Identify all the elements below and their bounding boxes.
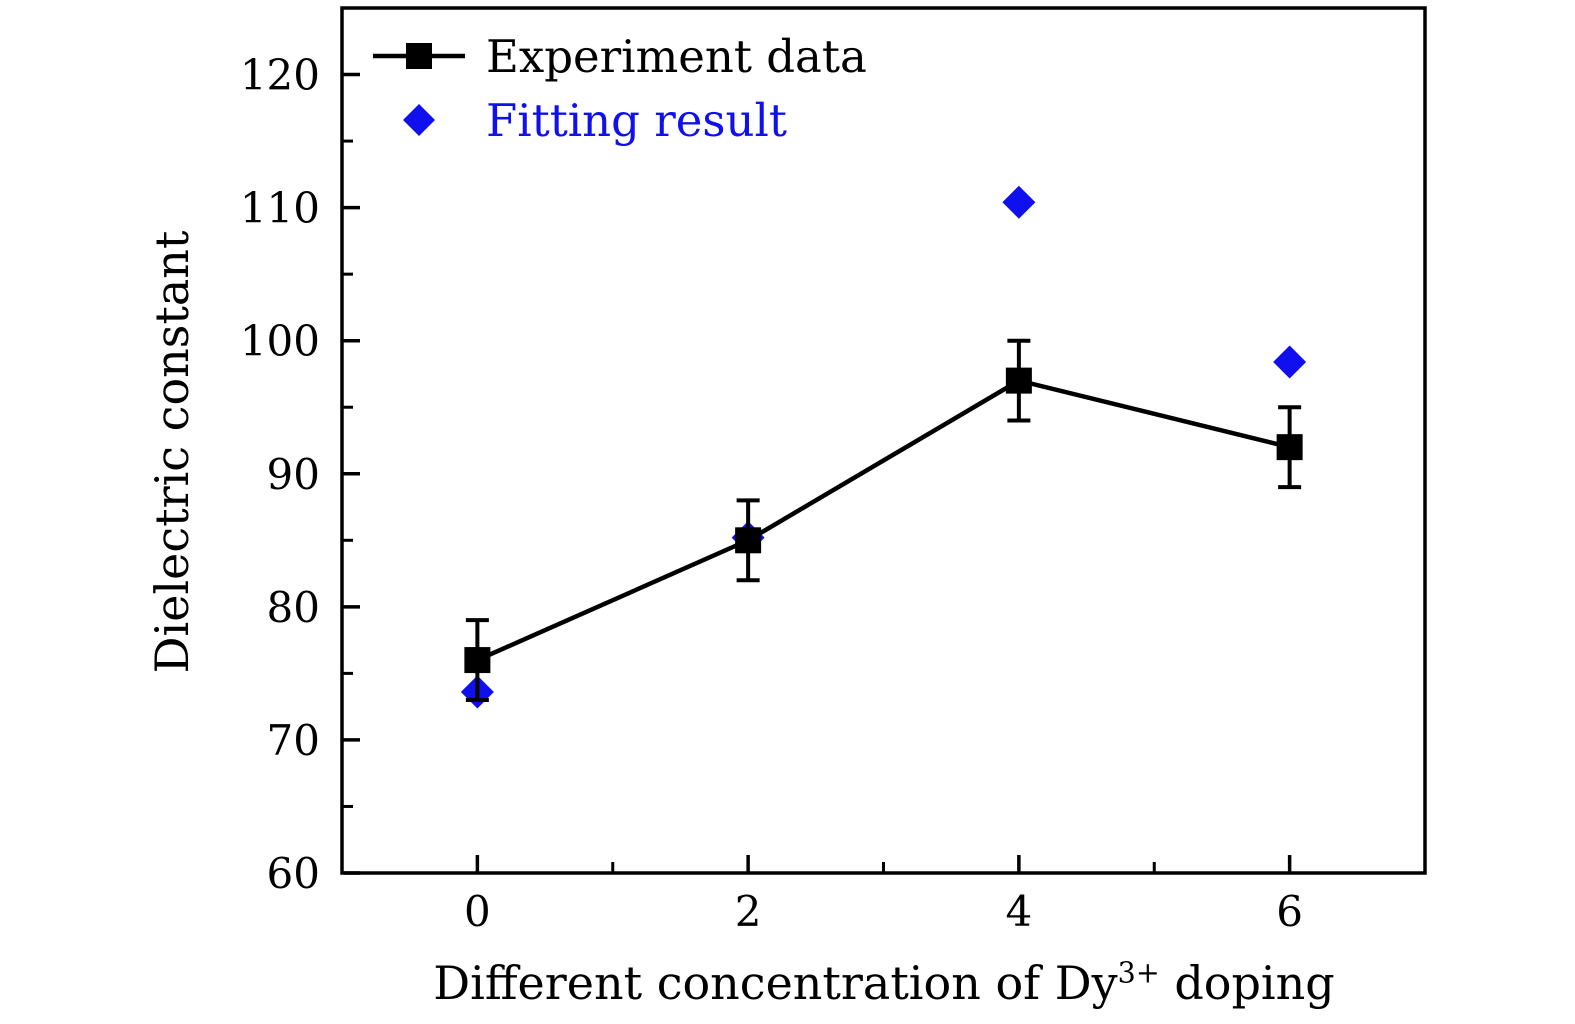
y-tick-label: 80 xyxy=(267,583,320,632)
experiment-point xyxy=(735,527,762,554)
y-tick-label: 120 xyxy=(240,51,320,100)
fitting-point xyxy=(1002,185,1036,219)
y-tick-label: 60 xyxy=(267,849,320,898)
legend: Experiment data Fitting result xyxy=(373,24,867,152)
experiment-point xyxy=(464,647,491,674)
x-tick-label: 0 xyxy=(464,887,491,936)
legend-label-fitting: Fitting result xyxy=(486,93,787,147)
fitting-diamond-marker-icon xyxy=(403,104,435,136)
x-axis-title-suffix: doping xyxy=(1159,956,1335,1010)
y-tick-label: 110 xyxy=(240,184,320,233)
y-tick-label: 100 xyxy=(240,317,320,366)
experiment-line-square-marker-icon xyxy=(373,43,465,69)
x-axis-title-prefix: Different concentration of Dy xyxy=(433,956,1118,1010)
x-tick-label: 4 xyxy=(1006,887,1033,936)
y-tick-label: 90 xyxy=(267,450,320,499)
y-tick-label: 70 xyxy=(267,716,320,765)
x-tick-label: 2 xyxy=(735,887,762,936)
experiment-line xyxy=(476,378,1291,663)
experiment-point xyxy=(1005,367,1032,394)
x-axis-title-superscript: 3+ xyxy=(1117,956,1160,990)
x-axis-title: Different concentration of Dy3+ doping xyxy=(433,956,1334,1010)
x-tick-label: 6 xyxy=(1276,887,1303,936)
legend-item-fitting: Fitting result xyxy=(373,88,867,152)
fitting-point xyxy=(1273,345,1307,379)
plot-frame xyxy=(340,6,1427,875)
experiment-point xyxy=(1276,434,1303,461)
y-axis-title: Dielectric constant xyxy=(145,230,199,674)
legend-item-experiment: Experiment data xyxy=(373,24,867,88)
legend-label-experiment: Experiment data xyxy=(486,29,867,83)
